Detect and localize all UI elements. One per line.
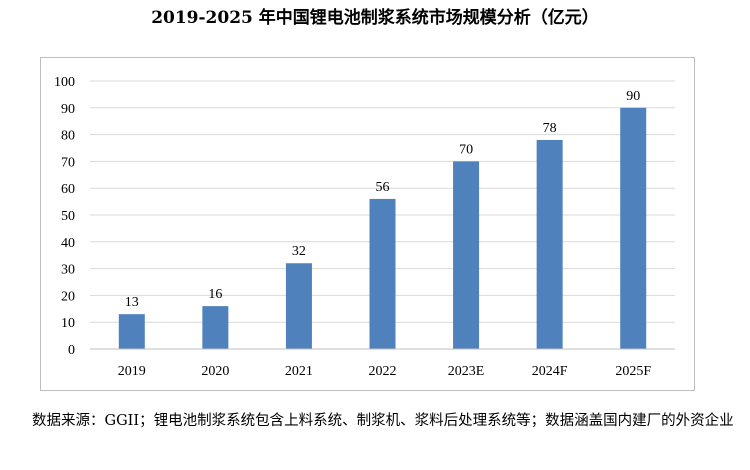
x-tick-label: 2021 bbox=[285, 364, 313, 379]
data-label: 70 bbox=[459, 142, 473, 157]
data-label: 32 bbox=[292, 244, 306, 259]
source-footnote: 数据来源：GGII；锂电池制浆系统包含上料系统、制浆机、浆料后处理系统等；数据涵… bbox=[32, 413, 734, 429]
data-label: 90 bbox=[626, 89, 640, 104]
y-tick-label: 30 bbox=[61, 263, 75, 278]
bar bbox=[453, 161, 480, 349]
x-tick-label: 2023E bbox=[448, 364, 485, 379]
chart-title: 2019-2025 年中国锂电池制浆系统市场规模分析（亿元） bbox=[151, 8, 599, 28]
y-tick-label: 80 bbox=[61, 129, 75, 144]
y-tick-label: 100 bbox=[54, 75, 75, 90]
x-tick-label: 2019 bbox=[118, 364, 146, 379]
y-tick-label: 10 bbox=[61, 316, 75, 331]
x-tick-label: 2024F bbox=[532, 364, 568, 379]
data-label: 13 bbox=[125, 295, 139, 310]
y-tick-label: 50 bbox=[61, 209, 75, 224]
bar bbox=[285, 263, 312, 349]
bar bbox=[118, 314, 145, 349]
y-tick-label: 0 bbox=[68, 343, 75, 358]
data-label: 16 bbox=[208, 287, 222, 302]
data-label: 56 bbox=[376, 180, 390, 195]
data-labels: 13 16 32 56 70 78 90 bbox=[125, 89, 640, 310]
x-tick-label: 2020 bbox=[201, 364, 229, 379]
y-tick-label: 60 bbox=[61, 182, 75, 197]
y-tick-label: 40 bbox=[61, 236, 75, 251]
bars bbox=[118, 107, 647, 349]
bar bbox=[536, 139, 563, 349]
data-label: 78 bbox=[543, 121, 557, 136]
x-tick-label: 2025F bbox=[615, 364, 651, 379]
bar bbox=[620, 107, 647, 349]
x-tick-label: 2022 bbox=[369, 364, 397, 379]
y-tick-label: 70 bbox=[61, 155, 75, 170]
x-axis-ticks: 2019 2020 2021 2022 2023E 2024F 2025F bbox=[118, 364, 652, 379]
y-tick-label: 20 bbox=[61, 289, 75, 304]
bar-chart: 0 10 20 30 40 50 60 70 80 90 100 13 16 32 56 70 78 90 20… bbox=[54, 75, 675, 379]
y-tick-label: 90 bbox=[61, 102, 75, 117]
bar bbox=[369, 198, 396, 349]
bar bbox=[202, 306, 229, 349]
chart-frame bbox=[40, 57, 695, 391]
y-axis-ticks: 0 10 20 30 40 50 60 70 80 90 100 bbox=[54, 75, 75, 358]
